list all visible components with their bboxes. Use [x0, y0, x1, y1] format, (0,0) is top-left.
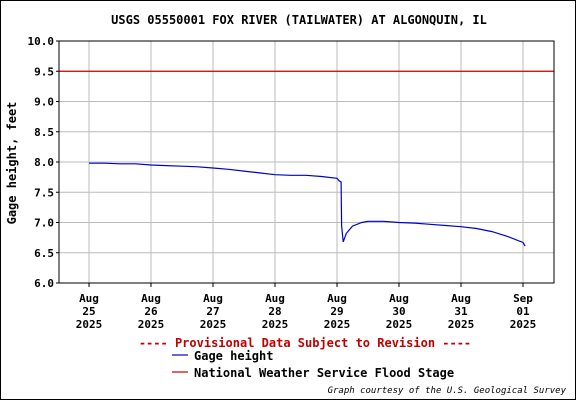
x-tick-label: 2025 [76, 318, 103, 331]
x-tick-label: 2025 [448, 318, 475, 331]
y-tick-label: 10.0 [28, 35, 55, 48]
x-tick-label: 30 [392, 305, 405, 318]
x-tick-label: Aug [141, 292, 161, 305]
y-tick-label: 9.0 [34, 96, 54, 109]
y-axis-label: Gage height, feet [5, 102, 19, 225]
legend-flood-label: National Weather Service Flood Stage [194, 366, 454, 380]
y-tick-label: 9.5 [34, 65, 54, 78]
x-tick-label: 2025 [386, 318, 413, 331]
x-tick-label: Aug [203, 292, 223, 305]
x-tick-label: 2025 [324, 318, 351, 331]
plot-border [58, 40, 555, 284]
x-tick-label: 27 [206, 305, 219, 318]
x-tick-label: 29 [330, 305, 343, 318]
y-tick-label: 8.0 [34, 156, 54, 169]
provisional-note: ---- Provisional Data Subject to Revisio… [139, 336, 471, 350]
x-tick-label: Aug [389, 292, 409, 305]
x-tick-label: 2025 [138, 318, 165, 331]
legend-gage-label: Gage height [194, 349, 273, 363]
x-axis-ticks: Aug252025Aug262025Aug272025Aug282025Aug2… [76, 283, 537, 331]
y-tick-label: 7.0 [34, 217, 54, 230]
graph-credit: Graph courtesy of the U.S. Geological Su… [328, 386, 567, 396]
chart-title: USGS 05550001 FOX RIVER (TAILWATER) AT A… [111, 13, 487, 27]
x-tick-label: 31 [454, 305, 468, 318]
y-axis-ticks: 10.0 9.5 9.0 8.5 8.0 7.5 7.0 6.5 6.0 [28, 35, 59, 290]
y-tick-label: 6.0 [34, 277, 54, 290]
y-tick-label: 6.5 [34, 247, 54, 260]
x-tick-label: 26 [144, 305, 158, 318]
x-tick-label: Aug [451, 292, 471, 305]
x-tick-label: Aug [79, 292, 99, 305]
x-tick-label: 28 [268, 305, 281, 318]
x-tick-label: 01 [516, 305, 530, 318]
x-tick-label: Sep [513, 292, 533, 305]
y-tick-label: 8.5 [34, 126, 54, 139]
y-tick-label: 7.5 [34, 186, 54, 199]
x-tick-label: 2025 [200, 318, 227, 331]
gage-height-line [89, 162, 526, 247]
legend: Gage height National Weather Service Flo… [172, 349, 454, 380]
grid [59, 40, 554, 284]
x-tick-label: 2025 [510, 318, 537, 331]
x-tick-label: Aug [265, 292, 285, 305]
x-tick-label: 25 [82, 305, 95, 318]
x-tick-label: 2025 [262, 318, 289, 331]
x-tick-label: Aug [327, 292, 347, 305]
